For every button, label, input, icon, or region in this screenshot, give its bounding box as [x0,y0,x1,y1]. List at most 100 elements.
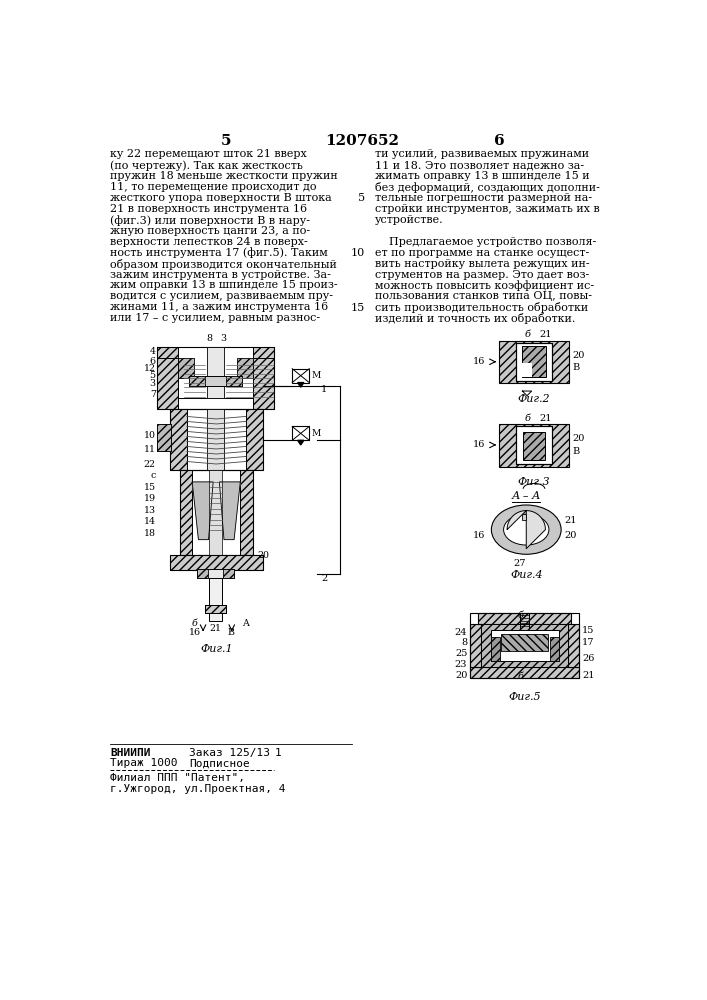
Bar [501,634,548,651]
Text: г.Ужгород, ул.Проектная, 4: г.Ужгород, ул.Проектная, 4 [110,784,286,794]
Bar [522,514,526,520]
Text: 21: 21 [209,624,221,633]
Text: б: б [191,619,197,628]
Text: В: В [572,363,579,372]
Bar [156,424,170,451]
Text: водится с усилием, развиваемым пру-: водится с усилием, развиваемым пру- [110,291,333,301]
Bar [499,341,569,383]
Text: 5: 5 [358,193,365,203]
Text: 20: 20 [257,551,269,560]
Polygon shape [192,482,213,540]
Text: можность повысить коэффициент ис-: можность повысить коэффициент ис- [375,280,595,291]
Bar [209,470,223,555]
Bar [470,624,481,667]
Text: (фиг.3) или поверхности В в нару-: (фиг.3) или поверхности В в нару- [110,215,310,226]
Text: 6: 6 [493,134,504,148]
Text: 20: 20 [455,671,467,680]
Text: Фиг.2: Фиг.2 [518,394,550,404]
Bar [180,470,252,555]
Text: 20: 20 [564,531,577,540]
Polygon shape [298,440,304,445]
Polygon shape [298,383,304,387]
Bar [523,432,545,460]
Bar [156,347,274,409]
Text: верхности лепестков 24 в поверх-: верхности лепестков 24 в поверх- [110,237,308,247]
Text: 25: 25 [455,649,467,658]
Text: жесткого упора поверхности В штока: жесткого упора поверхности В штока [110,193,332,203]
Text: 26: 26 [582,654,595,663]
Text: Филиал ППП "Патент",: Филиал ППП "Патент", [110,773,245,783]
Text: 12: 12 [144,364,156,373]
Text: А – А: А – А [512,491,541,501]
Bar [170,555,263,570]
Text: жную поверхность цанги 23, а по-: жную поверхность цанги 23, а по- [110,226,310,236]
Text: 21: 21 [564,516,577,525]
Text: 15: 15 [144,483,156,492]
Text: или 17 – с усилием, равным разнос-: или 17 – с усилием, равным разнос- [110,313,320,323]
Bar [170,409,187,470]
Text: 11, то перемещение происходит до: 11, то перемещение происходит до [110,182,317,192]
Bar [178,347,252,398]
Polygon shape [522,391,532,396]
Bar [491,637,500,661]
Bar [156,347,178,409]
Bar [516,343,552,381]
Text: жимать оправку 13 в шпинделе 15 и: жимать оправку 13 в шпинделе 15 и [375,171,590,181]
Bar [516,343,552,381]
Text: б: б [525,330,531,339]
Text: 11: 11 [144,445,156,454]
Text: с: с [151,471,156,480]
Text: зажим инструмента в устройстве. За-: зажим инструмента в устройстве. За- [110,270,331,280]
Text: 8: 8 [461,638,467,647]
Text: без деформаций, создающих дополни-: без деформаций, создающих дополни- [375,182,600,193]
Text: Фиг.4: Фиг.4 [510,570,542,580]
Text: В: В [228,628,235,637]
Text: пружин 18 меньше жесткости пружин: пружин 18 меньше жесткости пружин [110,171,338,181]
Text: 14: 14 [144,517,156,526]
Text: 21: 21 [539,330,552,339]
Text: сить производительность обработки: сить производительность обработки [375,302,588,313]
Bar [170,409,263,470]
Bar [209,570,223,620]
Bar [237,358,252,378]
Bar [292,369,309,383]
Bar [170,555,263,570]
Text: 20: 20 [572,351,585,360]
Text: 22: 22 [144,460,156,469]
Text: 10: 10 [144,431,156,440]
Bar [516,426,552,464]
Bar [522,363,532,377]
Bar [549,637,559,661]
Bar [568,624,579,667]
Text: 10: 10 [351,248,365,258]
Text: 2: 2 [321,574,327,583]
Text: б: б [518,672,524,681]
Bar [207,347,224,398]
Text: 16: 16 [473,531,485,540]
Text: A: A [242,619,249,628]
Bar [189,376,204,386]
Text: 16: 16 [473,357,485,366]
Text: Фиг.1: Фиг.1 [200,644,233,654]
Text: Предлагаемое устройство позволя-: Предлагаемое устройство позволя- [375,237,597,247]
Text: Фиг.3: Фиг.3 [518,477,550,487]
Bar [189,376,242,386]
Bar [197,569,208,578]
Text: пользования станков типа ОЦ, повы-: пользования станков типа ОЦ, повы- [375,291,592,301]
Text: 18: 18 [144,529,156,538]
Bar [156,424,170,451]
Text: В: В [572,447,579,456]
Text: 20: 20 [572,434,585,443]
Text: Тираж 1000: Тираж 1000 [110,758,177,768]
Text: 4: 4 [150,347,156,356]
Text: 16: 16 [189,628,201,637]
Text: струментов на размер. Это дает воз-: струментов на размер. Это дает воз- [375,270,590,280]
Text: 21: 21 [582,671,595,680]
Bar [516,426,552,464]
Text: жим оправки 13 в шпинделе 15 произ-: жим оправки 13 в шпинделе 15 произ- [110,280,338,290]
Text: 13: 13 [144,506,156,515]
Text: 3: 3 [150,379,156,388]
Text: образом производится окончательный: образом производится окончательный [110,259,337,270]
Bar [246,409,263,470]
Text: ность инструмента 17 (фиг.5). Таким: ность инструмента 17 (фиг.5). Таким [110,248,328,258]
